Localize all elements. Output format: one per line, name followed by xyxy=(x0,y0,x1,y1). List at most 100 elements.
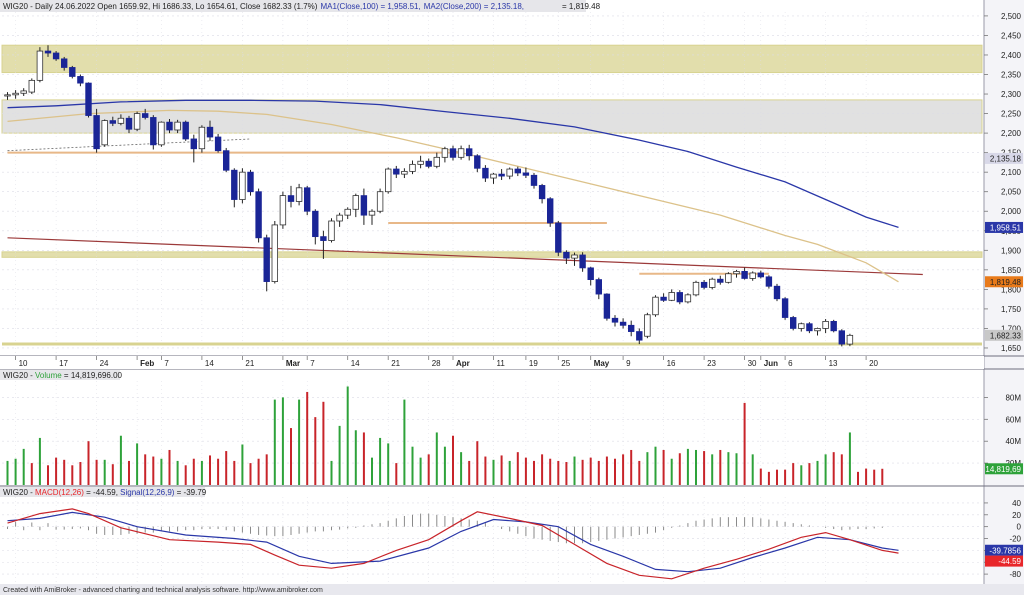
candle xyxy=(482,167,489,179)
volume-bar xyxy=(638,460,641,485)
signal-value-label: -39.7856 xyxy=(989,546,1021,555)
macd-pane[interactable] xyxy=(2,502,982,580)
volume-bar xyxy=(241,444,244,485)
candle xyxy=(206,126,214,138)
extra-value-label: 1,819.48 xyxy=(990,278,1022,287)
candle xyxy=(133,113,141,130)
price-grid xyxy=(2,12,982,583)
ma100-value-label: 1,958.51 xyxy=(990,223,1022,232)
volume-header-bg xyxy=(0,370,120,380)
volume-value-label-bg xyxy=(985,463,1023,475)
y-axis-tick-label: 60M xyxy=(1005,415,1021,424)
price-pane[interactable] xyxy=(1,12,983,583)
x-axis-tick-label: 21 xyxy=(391,359,400,368)
volume-bar xyxy=(881,468,884,485)
y-axis-tick-label: 2,400 xyxy=(1001,51,1022,60)
volume-bar xyxy=(209,455,211,485)
candle xyxy=(4,94,11,97)
volume-bar xyxy=(500,455,503,485)
y-axis-tick-label: 2,100 xyxy=(1001,168,1022,177)
volume-bar xyxy=(614,458,616,485)
volume-bar xyxy=(662,449,665,485)
candle xyxy=(198,126,206,150)
volume-bar xyxy=(200,460,203,485)
candle xyxy=(52,52,60,60)
ma200-line xyxy=(7,109,899,283)
candle xyxy=(628,324,635,332)
candle xyxy=(660,296,667,301)
candle xyxy=(465,148,473,157)
candle xyxy=(368,210,376,216)
candle xyxy=(441,148,449,158)
volume-bar xyxy=(865,468,868,485)
volume-bar xyxy=(516,452,519,485)
x-axis-tick-label: 14 xyxy=(351,359,360,368)
x-axis-tick-label: Mar xyxy=(286,359,300,368)
volume-bar xyxy=(55,457,58,485)
candle xyxy=(255,191,262,239)
candle xyxy=(846,334,854,345)
volume-bar xyxy=(168,449,171,485)
candle xyxy=(741,270,748,279)
candle xyxy=(781,298,789,318)
x-axis-tick-label: Feb xyxy=(140,359,154,368)
volume-pane[interactable] xyxy=(2,386,982,485)
volume-bar xyxy=(136,443,139,485)
candle xyxy=(279,195,287,226)
volume-bar xyxy=(565,462,568,485)
x-axis-tick-label: Jun xyxy=(764,359,778,368)
footer-text: Created with AmiBroker - advanced charti… xyxy=(3,587,323,594)
candle xyxy=(376,191,384,212)
volume-bar xyxy=(597,460,600,485)
volume-bar xyxy=(711,454,714,485)
signal-line xyxy=(7,511,899,573)
volume-bar xyxy=(735,453,738,485)
candle xyxy=(263,237,270,282)
x-axis-tick-label: 19 xyxy=(529,359,538,368)
x-axis-tick-label: 25 xyxy=(561,359,570,368)
candle xyxy=(360,195,368,216)
volume-bar xyxy=(533,460,535,485)
candle xyxy=(247,171,254,193)
macd-header-prefix: WIG20 - xyxy=(3,488,35,497)
volume-bar xyxy=(581,459,584,485)
volume-bar xyxy=(670,458,673,485)
volume-bar xyxy=(290,428,292,485)
volume-bar xyxy=(362,432,365,485)
volume-bar xyxy=(824,454,827,485)
volume-bar xyxy=(524,457,527,485)
candle xyxy=(692,281,700,296)
candle xyxy=(652,296,659,316)
y-axis-tick-label: -20 xyxy=(1009,535,1021,544)
candle xyxy=(814,328,821,332)
volume-bar xyxy=(873,469,876,485)
support-band xyxy=(1,44,983,74)
volume-bar xyxy=(144,454,147,485)
candle xyxy=(125,117,133,130)
x-axis-tick-label: 11 xyxy=(497,359,506,368)
y-axis-tick-label: 2,200 xyxy=(1001,129,1022,138)
candle xyxy=(773,285,781,300)
candle xyxy=(166,121,173,131)
candle xyxy=(93,115,100,150)
volume-bar xyxy=(217,458,220,485)
candle xyxy=(231,169,238,200)
candle xyxy=(563,251,570,259)
y-axis-tick-label: 2,450 xyxy=(1001,31,1022,40)
candle xyxy=(619,321,627,326)
candle xyxy=(668,292,675,301)
volume-bar xyxy=(184,465,187,485)
x-axis-tick-label: 7 xyxy=(310,359,315,368)
volume-value-label: 14,819,69 xyxy=(985,465,1021,474)
volume-bar xyxy=(857,471,859,485)
dotted-trendline xyxy=(7,138,251,152)
candle xyxy=(603,293,611,319)
x-axis-strip xyxy=(0,356,984,369)
y-axis-panel xyxy=(984,0,1024,584)
signal-header-value: = -39.79 xyxy=(174,488,206,497)
candle xyxy=(417,160,424,165)
candle xyxy=(506,168,513,177)
x-axis: 10 17 24 Feb 7 14 21 Mar 7 14 21 28 Apr 11 19 25 May 9 16 2… xyxy=(15,356,879,368)
price-bands xyxy=(1,44,983,258)
last-close-label-bg xyxy=(985,329,1023,341)
